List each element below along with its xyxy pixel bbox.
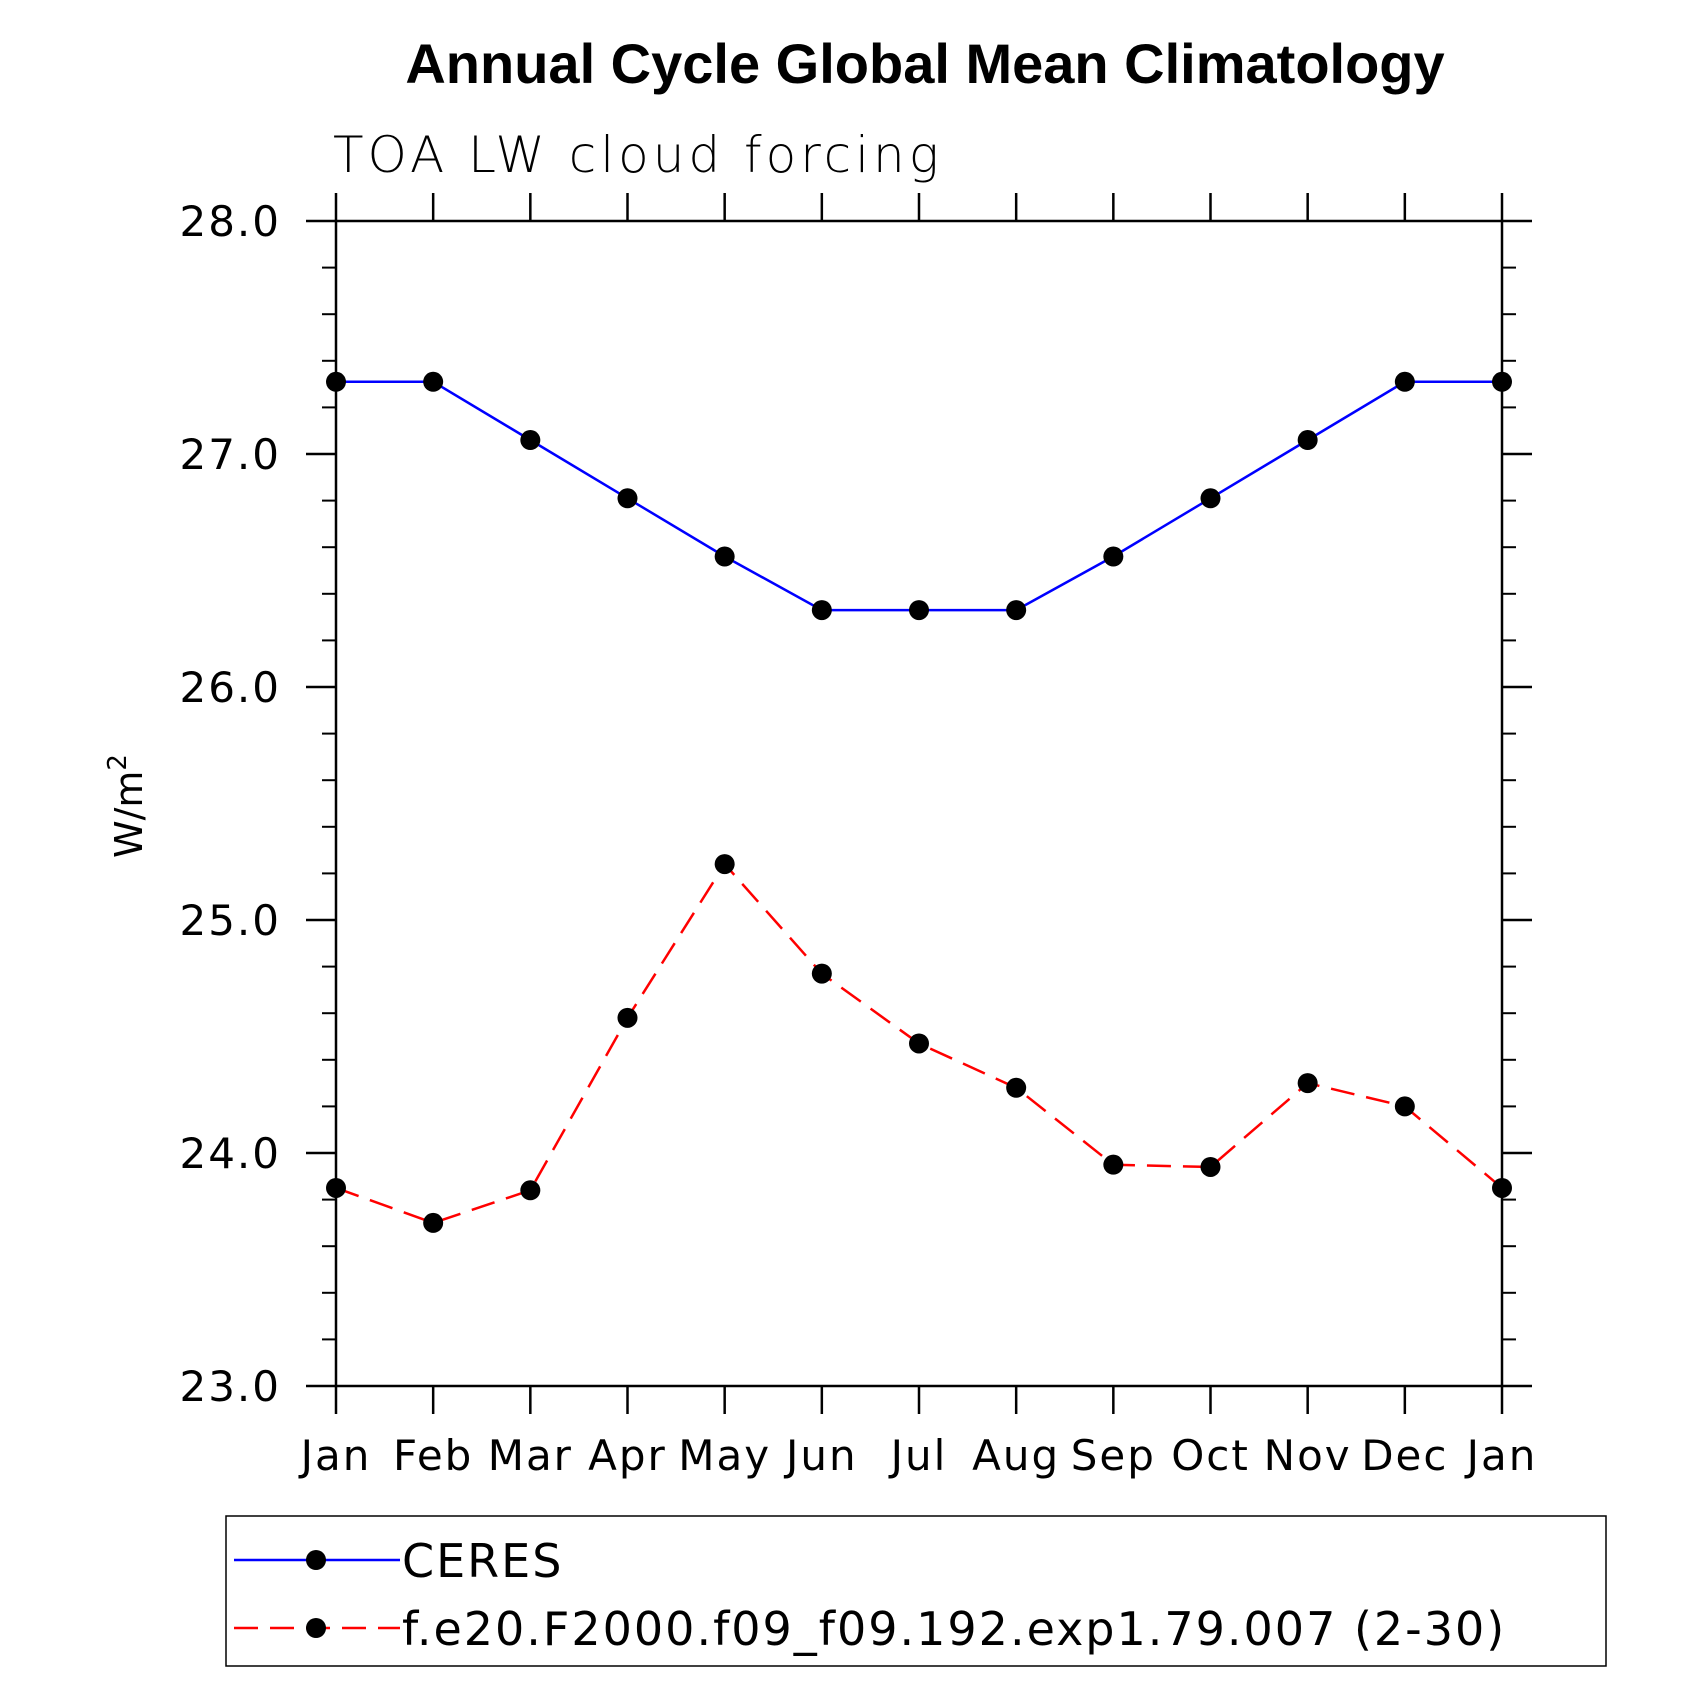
y-axis-label-superscript: 2 bbox=[103, 754, 133, 771]
legend: CERES f.e20.F2000.f09_f09.192.exp1.79.007… bbox=[225, 1515, 1607, 1667]
chart-title: Annual Cycle Global Mean Climatology bbox=[405, 32, 1444, 95]
x-tick-label: Aug bbox=[972, 1431, 1060, 1480]
data-point bbox=[617, 1007, 638, 1028]
data-point bbox=[1297, 1073, 1318, 1094]
svg-text:W/m2: W/m2 bbox=[103, 754, 151, 858]
legend-label: CERES bbox=[402, 1534, 563, 1588]
data-point bbox=[714, 546, 735, 567]
x-tick-label: May bbox=[678, 1431, 771, 1480]
legend-label: f.e20.F2000.f09_f09.192.exp1.79.007 (2-3… bbox=[402, 1602, 1506, 1656]
plot-frame bbox=[334, 219, 1504, 1388]
x-tick-label: Feb bbox=[393, 1431, 473, 1480]
y-axis-label-text: W/m bbox=[107, 771, 151, 858]
data-point bbox=[811, 600, 832, 621]
x-tick-label: Apr bbox=[588, 1431, 667, 1480]
data-point bbox=[1200, 488, 1221, 509]
data-point bbox=[909, 1033, 929, 1054]
x-tick-label: Sep bbox=[1071, 1431, 1156, 1480]
y-tick-label: 26.0 bbox=[179, 663, 281, 712]
series-1 bbox=[326, 854, 1512, 1233]
data-point bbox=[1394, 371, 1415, 392]
y-tick-label: 27.0 bbox=[179, 430, 281, 479]
x-tick-label: Nov bbox=[1264, 1431, 1352, 1480]
data-point bbox=[1297, 430, 1318, 451]
x-tick-label: Dec bbox=[1361, 1431, 1448, 1480]
y-axis-label: W/m2 bbox=[103, 754, 151, 858]
data-point bbox=[1006, 600, 1027, 621]
chart-subtitle: TOA LW cloud forcing bbox=[333, 126, 943, 184]
y-tick-label: 23.0 bbox=[179, 1362, 281, 1411]
x-tick-label: Oct bbox=[1171, 1431, 1250, 1480]
data-point bbox=[423, 371, 444, 392]
x-tick-label: Jan bbox=[298, 1431, 372, 1480]
data-point bbox=[423, 1212, 444, 1233]
data-point bbox=[1394, 1096, 1415, 1117]
legend-box bbox=[225, 1515, 1607, 1667]
data-point bbox=[1200, 1156, 1221, 1177]
x-tick-label: Jan bbox=[1464, 1431, 1538, 1480]
series-0 bbox=[326, 371, 1512, 621]
data-point bbox=[714, 854, 735, 875]
legend-marker bbox=[306, 1550, 326, 1570]
y-tick-label: 24.0 bbox=[179, 1129, 281, 1178]
data-point bbox=[1103, 1154, 1124, 1175]
x-tick-label: Mar bbox=[488, 1431, 573, 1480]
legend-marker bbox=[306, 1618, 326, 1638]
data-point bbox=[520, 430, 541, 451]
y-tick-label: 25.0 bbox=[179, 896, 281, 945]
series-line bbox=[336, 380, 1502, 612]
series-layer bbox=[326, 371, 1512, 1233]
data-point bbox=[1492, 1177, 1512, 1198]
data-point bbox=[811, 963, 832, 984]
x-tick-label: Jul bbox=[888, 1431, 948, 1480]
data-point bbox=[617, 488, 638, 509]
y-tick-label: 28.0 bbox=[179, 197, 281, 246]
data-point bbox=[1006, 1077, 1027, 1098]
data-point bbox=[1103, 546, 1124, 567]
x-tick-label: Jun bbox=[783, 1431, 858, 1480]
data-point bbox=[1492, 371, 1512, 392]
data-point bbox=[909, 600, 929, 621]
data-point bbox=[520, 1180, 541, 1201]
data-point bbox=[326, 1177, 346, 1198]
data-point bbox=[326, 371, 346, 392]
